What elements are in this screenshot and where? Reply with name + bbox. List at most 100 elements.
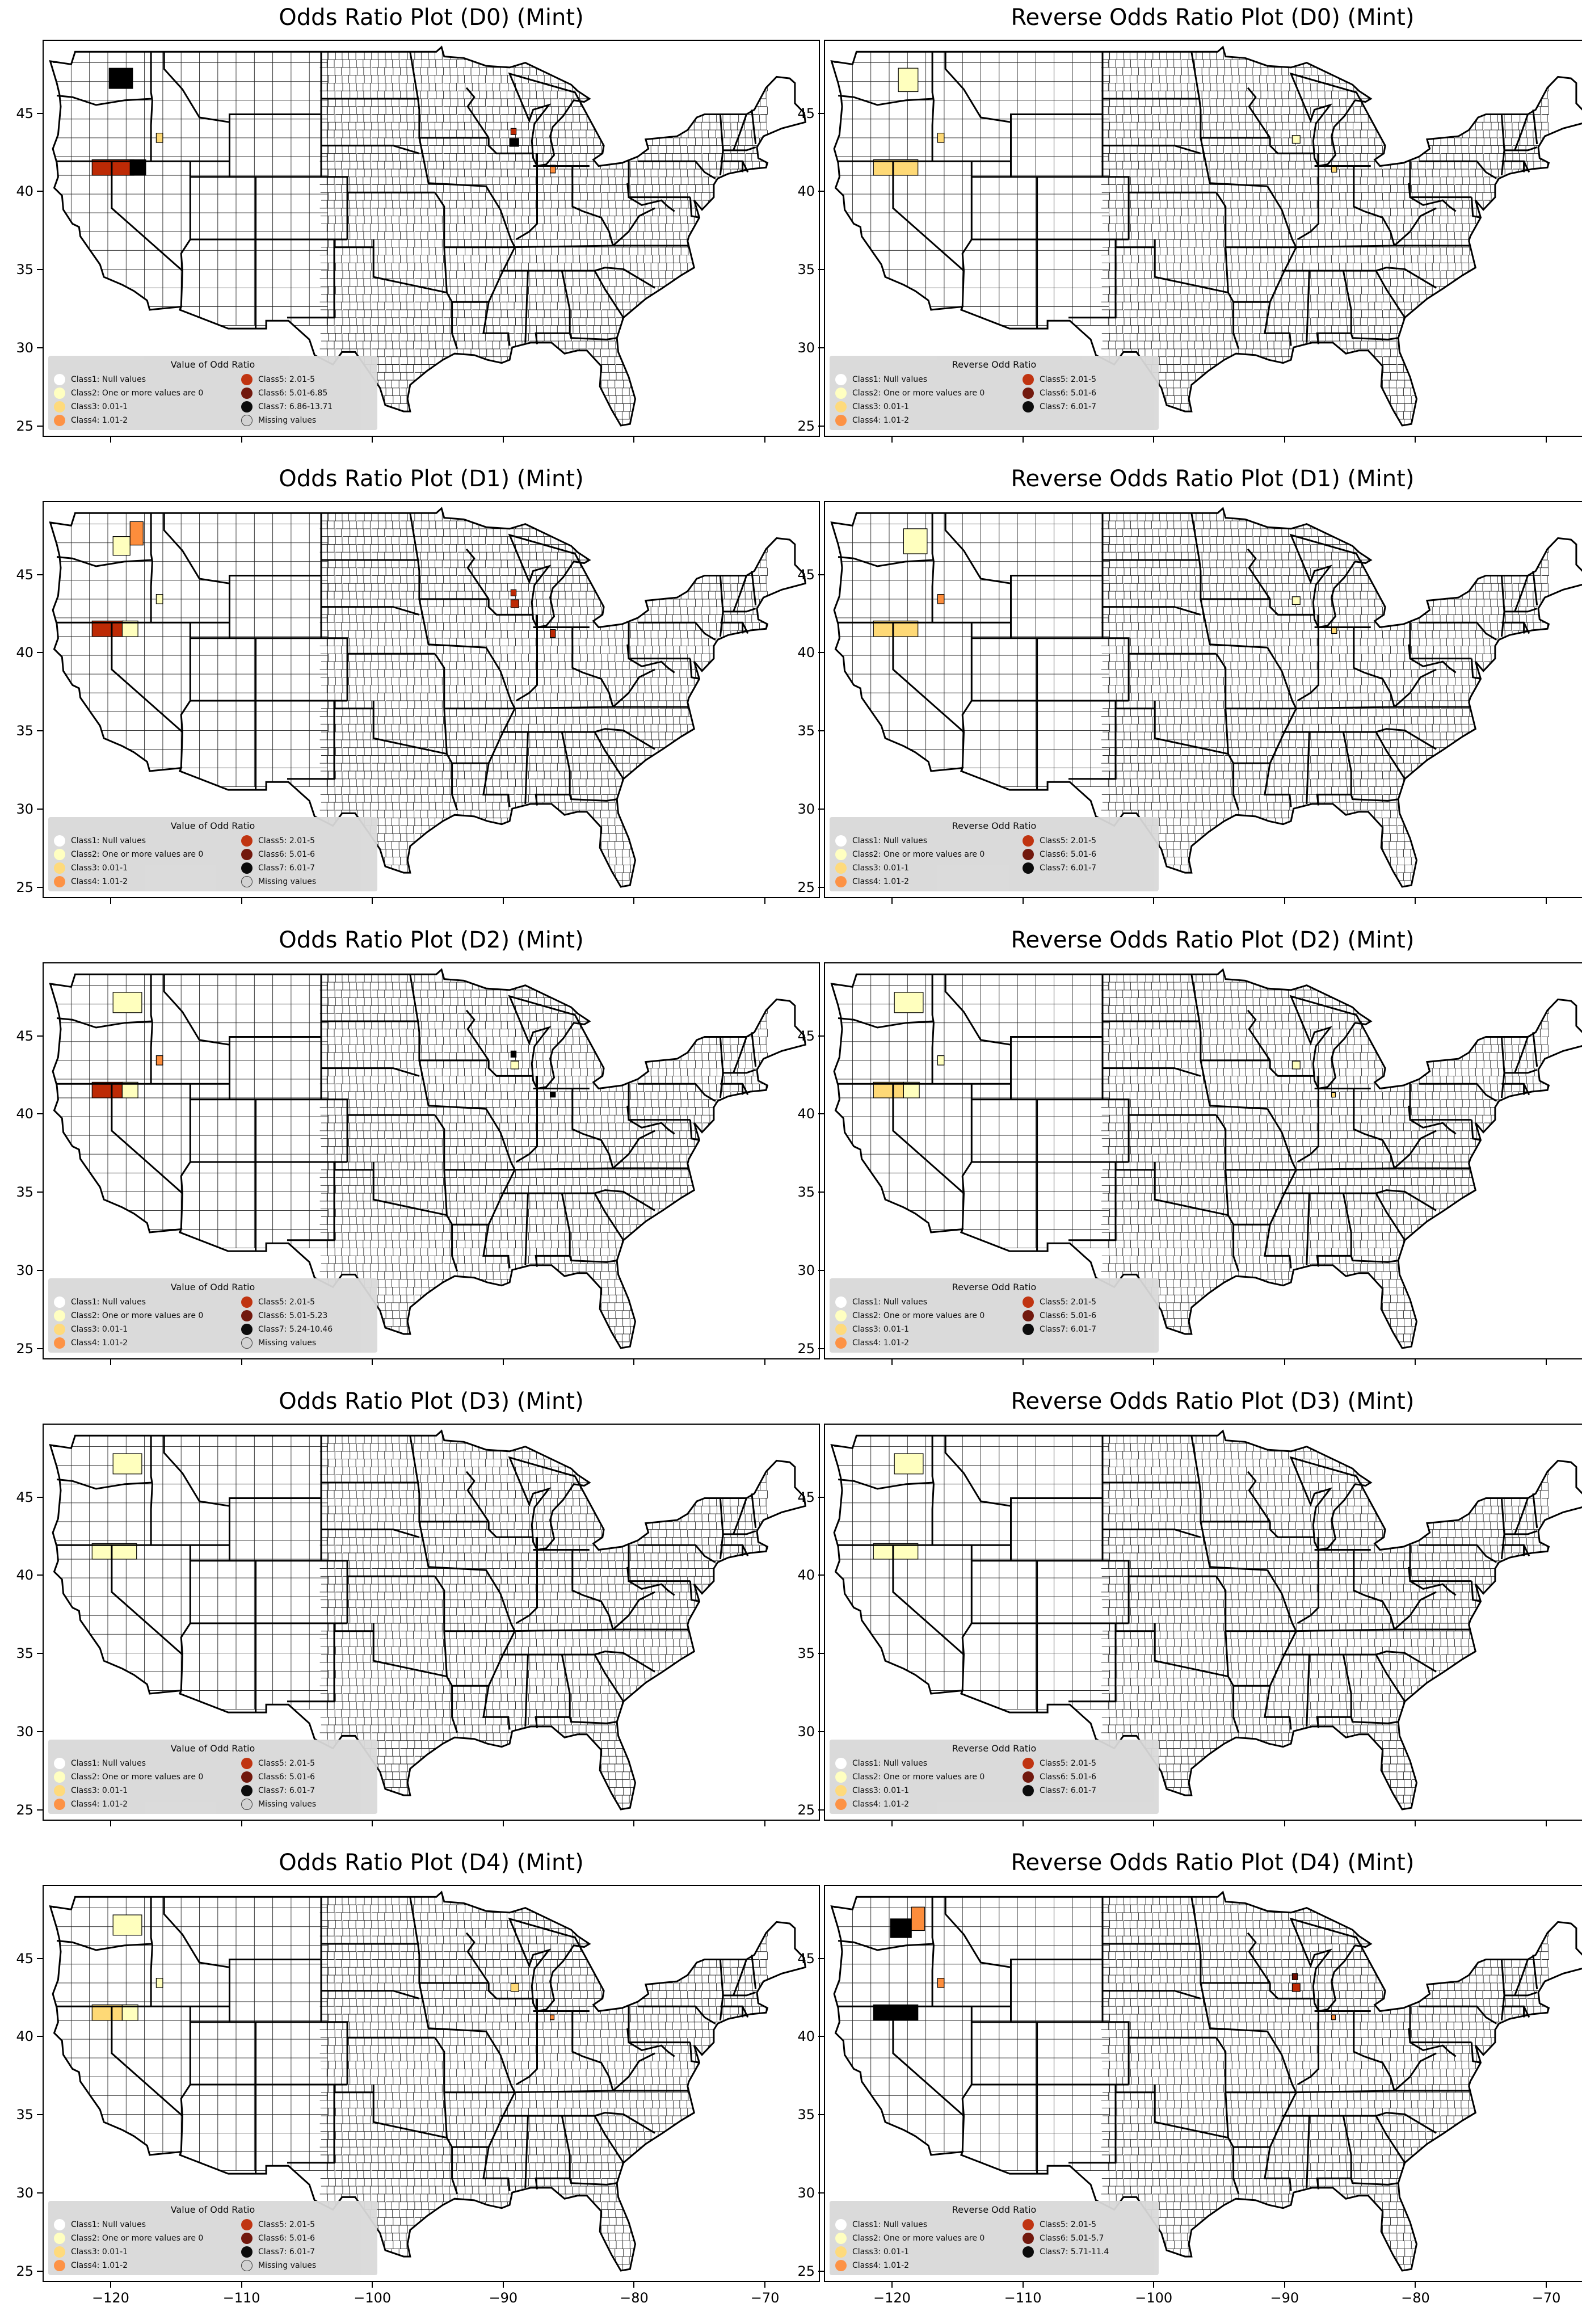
y-tick-label: 35: [797, 723, 815, 739]
legend-swatch-icon: [54, 849, 65, 860]
legend-item: Class2: One or more values are 0: [54, 2232, 241, 2245]
legend-item: Class7: 6.01-7: [241, 862, 372, 874]
x-tick-mark: [891, 2282, 893, 2288]
map-frame: Value of Odd Ratio Class1: Null values Cla…: [43, 1424, 820, 1821]
legend-item: Class5: 2.01-5: [241, 835, 372, 847]
legend-label: Class3: 0.01-1: [71, 1786, 128, 1795]
panel-title: Reverse Odds Ratio Plot (D4) (Mint): [1011, 1850, 1415, 1876]
map-panel: Reverse Odds Ratio Plot (D4) (Mint) Rever…: [797, 1850, 1582, 2306]
legend-item: Missing values: [241, 2259, 372, 2272]
legend-item: Class2: One or more values are 0: [835, 1310, 1023, 1322]
legend-item: Class7: 6.01-7: [1023, 862, 1153, 874]
x-tick-mark: [110, 437, 111, 443]
x-tick-mark: [1546, 1359, 1547, 1365]
y-tick-mark: [818, 425, 824, 427]
legend-title: Value of Odd Ratio: [170, 1743, 255, 1754]
legend-item: Class1: Null values: [835, 1296, 1023, 1308]
x-tick-mark: [1284, 437, 1285, 443]
legend-label: Class4: 1.01-2: [852, 416, 910, 425]
legend-item: Class6: 5.01-6: [241, 2232, 372, 2245]
legend-swatch-icon: [241, 1785, 253, 1796]
map-frame: Value of Odd Ratio Class1: Null values Cla…: [43, 501, 820, 898]
legend-label: Class1: Null values: [71, 1298, 146, 1307]
us-county-map: [49, 45, 806, 427]
y-tick-label: 30: [797, 2184, 815, 2201]
legend-label: Class5: 2.01-5: [258, 1759, 315, 1768]
highlighted-county-class2: [937, 1055, 945, 1066]
x-tick-mark: [1415, 1359, 1416, 1365]
y-tick-mark: [818, 886, 824, 888]
y-tick-mark: [37, 269, 43, 271]
legend-label: Missing values: [258, 416, 317, 425]
legend-swatch-icon: [835, 849, 847, 860]
legend-swatch-icon: [54, 1799, 65, 1810]
x-tick-mark: [633, 1359, 635, 1365]
highlighted-county-class2: [121, 2004, 138, 2021]
us-county-map: [49, 1429, 806, 1811]
y-tick-label: 35: [797, 1645, 815, 1662]
y-tick-mark: [37, 2192, 43, 2194]
legend-label: Class7: 6.86-13.71: [258, 402, 333, 411]
legend-swatch-icon: [1023, 1785, 1034, 1796]
panel-title: Odds Ratio Plot (D2) (Mint): [279, 927, 584, 953]
legend-label: Class4: 1.01-2: [71, 416, 128, 425]
highlighted-county-class6: [1291, 1973, 1298, 1980]
legend-swatch-icon: [54, 2233, 65, 2244]
legend-label: Class4: 1.01-2: [852, 2261, 910, 2270]
us-outline: [830, 507, 1582, 888]
legend-swatch-icon: [1023, 1771, 1034, 1783]
y-tick-label: 45: [797, 1489, 815, 1505]
legend-item: Class5: 2.01-5: [1023, 1296, 1153, 1308]
legend-label: Missing values: [258, 2261, 317, 2270]
highlighted-county-class4: [155, 1055, 163, 1066]
highlighted-county-class4: [937, 594, 945, 604]
legend-item: Class2: One or more values are 0: [54, 387, 241, 399]
y-tick-label: 25: [16, 1801, 33, 1818]
legend-swatch-icon: [241, 415, 253, 426]
legend-item: Missing values: [241, 414, 372, 427]
x-tick-mark: [891, 1359, 893, 1365]
legend-label: Class1: Null values: [852, 1298, 928, 1307]
y-tick-label: 35: [797, 2107, 815, 2123]
legend-label: Class7: 6.01-7: [1040, 1325, 1097, 1334]
legend-swatch-icon: [54, 401, 65, 412]
x-tick-mark: [633, 898, 635, 904]
legend-item: Class5: 2.01-5: [1023, 373, 1153, 386]
x-tick-mark: [891, 898, 893, 904]
map-panel: Odds Ratio Plot (D0) (Mint) Value of Odd …: [16, 5, 820, 443]
highlighted-county-class4: [937, 1978, 945, 1988]
legend-item: Missing values: [241, 1798, 372, 1811]
highlighted-county-class2: [112, 1914, 142, 1936]
x-tick-label: −100: [1135, 2290, 1173, 2306]
legend-item: Class6: 5.01-5.23: [241, 1310, 372, 1322]
x-tick-mark: [764, 1359, 766, 1365]
y-tick-label: 25: [16, 2263, 33, 2279]
highlighted-county-class2: [903, 528, 928, 554]
us-county-map: [49, 968, 806, 1349]
highlighted-county-class7: [108, 68, 133, 89]
x-tick-mark: [502, 2282, 504, 2288]
highlighted-county-class4: [549, 2014, 555, 2020]
x-tick-mark: [1153, 2282, 1155, 2288]
x-tick-label: −80: [1401, 2290, 1430, 2306]
map-legend: Reverse Odd Ratio Class1: Null values Clas…: [830, 1740, 1159, 1814]
legend-swatch-icon: [1023, 862, 1034, 874]
legend-swatch-icon: [54, 374, 65, 385]
us-county-map: [830, 507, 1582, 888]
us-outline: [830, 968, 1582, 1349]
highlighted-county-class5: [510, 589, 517, 596]
legend-title: Value of Odd Ratio: [170, 359, 255, 370]
legend-swatch-icon: [835, 1337, 847, 1349]
legend-swatch-icon: [54, 1785, 65, 1796]
legend-title: Reverse Odd Ratio: [952, 2204, 1037, 2215]
legend-label: Class4: 1.01-2: [852, 1800, 910, 1809]
y-tick-label: 45: [16, 1950, 33, 1967]
map-legend: Value of Odd Ratio Class1: Null values Cla…: [48, 1278, 377, 1353]
y-tick-mark: [37, 1035, 43, 1037]
legend-label: Class7: 6.01-7: [258, 864, 315, 873]
legend-item: Class1: Null values: [54, 835, 241, 847]
legend-label: Class5: 2.01-5: [258, 375, 315, 384]
legend-label: Class6: 5.01-6: [1040, 389, 1097, 398]
legend-swatch-icon: [835, 1324, 847, 1335]
state-boundaries: [838, 974, 1538, 1272]
